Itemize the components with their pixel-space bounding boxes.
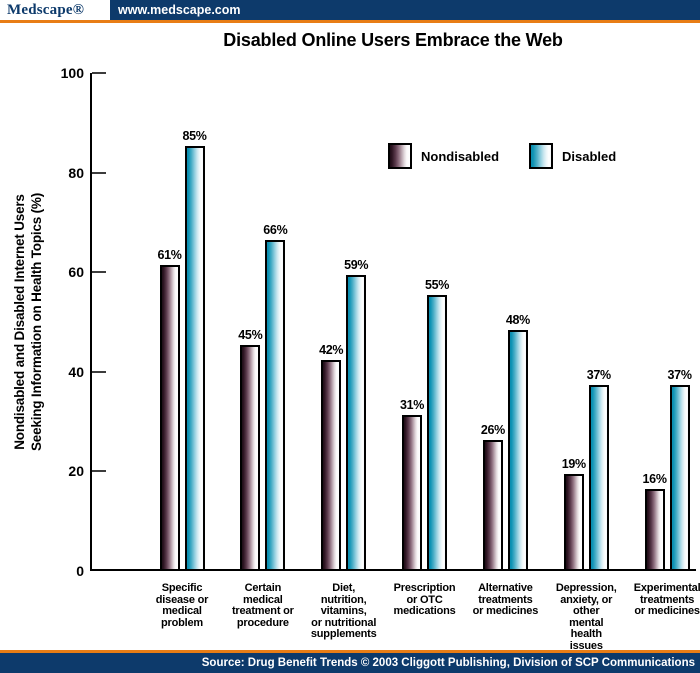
y-tick bbox=[92, 470, 106, 473]
bar-nondisabled bbox=[159, 265, 180, 569]
category-label-line: or OTC bbox=[406, 593, 443, 606]
legend-swatch-disabled bbox=[529, 143, 554, 169]
category-label-line: or nutritional bbox=[311, 616, 377, 629]
category-label: Depression, anxiety, or other mental health i… bbox=[541, 582, 631, 652]
header-orange-rule bbox=[0, 20, 700, 23]
y-tick bbox=[92, 171, 106, 174]
bar-nondisabled bbox=[240, 344, 261, 569]
bar-value-label: 85% bbox=[182, 128, 207, 143]
category-label-line: Experimental bbox=[633, 582, 700, 594]
category-label-line: Prescription bbox=[393, 582, 456, 594]
category-label: Alternative treatments or medicines bbox=[460, 582, 550, 618]
legend-label-disabled: Disabled bbox=[562, 148, 617, 164]
category-label-line: procedure bbox=[236, 616, 289, 629]
y-tick bbox=[92, 271, 106, 274]
category-label-line: disease or bbox=[155, 593, 209, 606]
source-text: Source: Drug Benefit Trends © 2003 Cligg… bbox=[201, 657, 695, 669]
bar-disabled bbox=[346, 275, 367, 569]
category-label-line: treatments bbox=[478, 593, 533, 606]
category-label-line: nutrition, bbox=[320, 593, 367, 606]
category-label-line: problem bbox=[161, 616, 203, 629]
bar-value-label: 59% bbox=[344, 258, 369, 273]
category-label-line: Depression, bbox=[555, 582, 617, 594]
site-url: www.medscape.com bbox=[118, 3, 241, 17]
bar-value-label: 55% bbox=[424, 278, 450, 293]
header-bar: www.medscape.com Medscape® bbox=[0, 0, 700, 20]
y-tick-label: 0 bbox=[76, 563, 84, 579]
y-axis-title-line1: Nondisabled and Disabled Internet Users bbox=[12, 194, 27, 450]
category-label-line: other bbox=[572, 605, 600, 617]
medscape-logo: Medscape® bbox=[7, 2, 85, 18]
category-label-line: issues bbox=[569, 639, 603, 652]
y-axis-title: Nondisabled and Disabled Internet Users … bbox=[11, 193, 45, 451]
footer-navy-bar: Source: Drug Benefit Trends © 2003 Cligg… bbox=[0, 653, 700, 673]
category-label-line: treatments bbox=[639, 593, 695, 606]
bar-value-label: 37% bbox=[667, 367, 692, 382]
bar-value-label: 48% bbox=[505, 312, 530, 327]
y-tick-label: 80 bbox=[68, 164, 84, 181]
y-tick-label: 60 bbox=[68, 264, 84, 281]
category-label-line: vitamins, bbox=[320, 605, 367, 617]
category-label-line: medications bbox=[393, 605, 456, 617]
bar-disabled bbox=[669, 384, 690, 569]
footer-bar: Source: Drug Benefit Trends © 2003 Cligg… bbox=[0, 650, 700, 673]
bar-value-label: 61% bbox=[157, 248, 182, 263]
bar-nondisabled bbox=[482, 439, 503, 569]
category-label: Diet, nutrition, vitamins, or nutritional su… bbox=[299, 582, 389, 641]
category-label: Experimental treatments or medicines bbox=[622, 582, 700, 618]
chart-title: Disabled Online Users Embrace the Web bbox=[223, 30, 563, 50]
bar-value-label: 19% bbox=[561, 457, 586, 472]
legend-swatch-nondisabled bbox=[388, 143, 412, 169]
category-label: Prescription or OTC medications bbox=[380, 582, 470, 618]
bar-value-label: 42% bbox=[319, 342, 344, 357]
bar-disabled bbox=[265, 240, 286, 569]
category-label-line: Alternative bbox=[478, 582, 533, 594]
category-label-line: supplements bbox=[310, 628, 377, 640]
category-label-line: health bbox=[570, 628, 602, 640]
footer-orange-rule bbox=[0, 650, 700, 653]
legend: Nondisabled Disabled bbox=[388, 143, 616, 169]
bar-value-label: 16% bbox=[642, 472, 667, 487]
legend-item-disabled: Disabled bbox=[529, 143, 616, 169]
bar-value-label: 66% bbox=[263, 223, 288, 238]
category-label-line: or medicines bbox=[634, 605, 700, 617]
bar-value-label: 37% bbox=[586, 367, 611, 382]
y-tick bbox=[92, 72, 106, 74]
category-label-line: medical bbox=[162, 605, 202, 617]
bar-disabled bbox=[588, 384, 609, 569]
plot-area: Nondisabled Disabled 0 20 40 60 80 100 61% 85% S… bbox=[61, 65, 700, 651]
y-tick-label: 20 bbox=[68, 463, 84, 480]
category-label-line: or medicines bbox=[472, 605, 539, 617]
bar-nondisabled bbox=[563, 474, 584, 569]
bar-disabled bbox=[507, 329, 528, 569]
y-tick bbox=[92, 370, 106, 373]
bar-disabled bbox=[184, 145, 205, 569]
category-label: Certain medical treatment or procedure bbox=[218, 582, 308, 629]
legend-item-nondisabled: Nondisabled bbox=[388, 143, 499, 169]
y-tick-label: 100 bbox=[60, 65, 84, 81]
legend-label-nondisabled: Nondisabled bbox=[421, 148, 500, 164]
y-axis-title-line2: Seeking Information on Health Topics (%) bbox=[29, 192, 44, 452]
category-label-line: mental bbox=[569, 616, 604, 629]
bar-value-label: 45% bbox=[238, 327, 263, 342]
category-label-line: Certain bbox=[244, 582, 282, 594]
category-label-line: treatment or bbox=[231, 605, 294, 617]
medscape-logo-box: Medscape® bbox=[0, 0, 110, 20]
category-label-line: anxiety, or bbox=[560, 593, 613, 606]
bar-disabled bbox=[427, 295, 448, 569]
category-label-line: Specific bbox=[161, 582, 203, 594]
bar-value-label: 31% bbox=[399, 397, 425, 412]
category-label-line: Diet, bbox=[332, 582, 356, 594]
category-label: Specific disease or medical problem bbox=[137, 582, 227, 629]
bar-nondisabled bbox=[644, 489, 665, 569]
bar-nondisabled bbox=[321, 359, 342, 569]
bar-value-label: 26% bbox=[480, 422, 505, 437]
bar-nondisabled bbox=[402, 414, 423, 569]
category-label-line: medical bbox=[243, 593, 283, 606]
y-tick-label: 40 bbox=[68, 363, 84, 380]
